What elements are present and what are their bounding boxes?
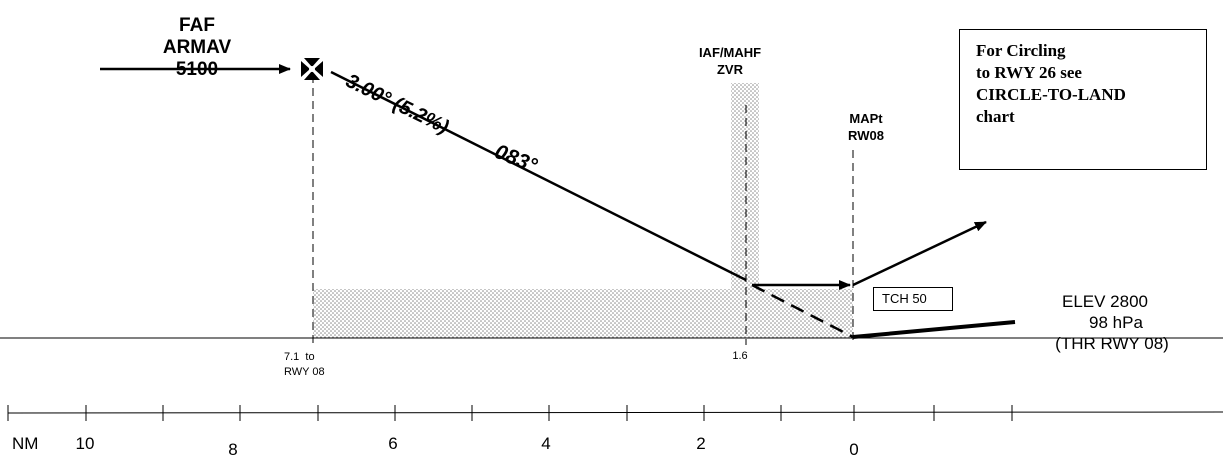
scale-label-2: 2 xyxy=(696,434,706,453)
faf-distance-line1: 7.1 to xyxy=(284,351,315,363)
iaf-distance-label: 1.6 xyxy=(732,350,748,362)
iaf-label-line1: IAF/MAHF xyxy=(698,45,762,60)
circling-note-line4: chart xyxy=(976,107,1015,126)
mapt-label-line2: RW08 xyxy=(848,128,884,143)
elev-label: ELEV 2800 98 hPa (THR RWY 08) xyxy=(1041,291,1169,354)
mapt-label-line1: MAPt xyxy=(849,111,883,126)
scale-label-10: 10 xyxy=(75,434,95,453)
faf-label-line1: FAF xyxy=(179,15,215,36)
distance-scale-line xyxy=(7,411,1223,414)
iaf-label: IAF/MAHF ZVR xyxy=(699,44,761,78)
faf-label: FAF ARMAV 5100 xyxy=(163,15,231,81)
scale-label-6: 6 xyxy=(388,434,398,453)
circling-note-box: For Circling to RWY 26 see CIRCLE-TO-LAN… xyxy=(959,29,1207,170)
scale-label-8: 8 xyxy=(228,440,238,459)
circling-note-text: For Circling to RWY 26 see CIRCLE-TO-LAN… xyxy=(976,40,1126,128)
threshold-descent-dashed xyxy=(751,283,854,339)
shaded-area-horizontal xyxy=(313,289,853,338)
final-descent-path xyxy=(330,70,747,282)
faf-symbol-icon xyxy=(301,58,323,80)
scale-unit-label: NM xyxy=(12,434,39,453)
circling-note-line3: CIRCLE-TO-LAND xyxy=(976,85,1126,104)
circling-note-line1: For Circling xyxy=(976,41,1066,60)
circling-note-line2: to RWY 26 see xyxy=(976,63,1082,82)
faf-label-line3: 5100 xyxy=(175,59,219,80)
tch-box: TCH 50 xyxy=(873,287,953,311)
missed-approach-arrow xyxy=(852,220,987,287)
tch-label: TCH 50 xyxy=(882,291,927,306)
scale-label-0: 0 xyxy=(849,440,859,459)
faf-label-line2: ARMAV xyxy=(162,37,232,58)
distance-scale-ticks xyxy=(7,405,1013,421)
elev-label-line1: ELEV 2800 xyxy=(1061,292,1149,311)
runway-line xyxy=(852,320,1016,339)
elev-label-line2: 98 hPa xyxy=(1089,313,1143,332)
iaf-label-line2: ZVR xyxy=(716,62,743,77)
mapt-label: MAPt RW08 xyxy=(848,110,884,144)
elev-label-line3: (THR RWY 08) xyxy=(1055,334,1169,353)
scale-label-4: 4 xyxy=(541,434,551,453)
faf-distance-line2: RWY 08 xyxy=(284,366,325,378)
shaded-area-vertical xyxy=(731,83,759,289)
faf-distance-label: 7.1 to RWY 08 xyxy=(284,350,325,380)
